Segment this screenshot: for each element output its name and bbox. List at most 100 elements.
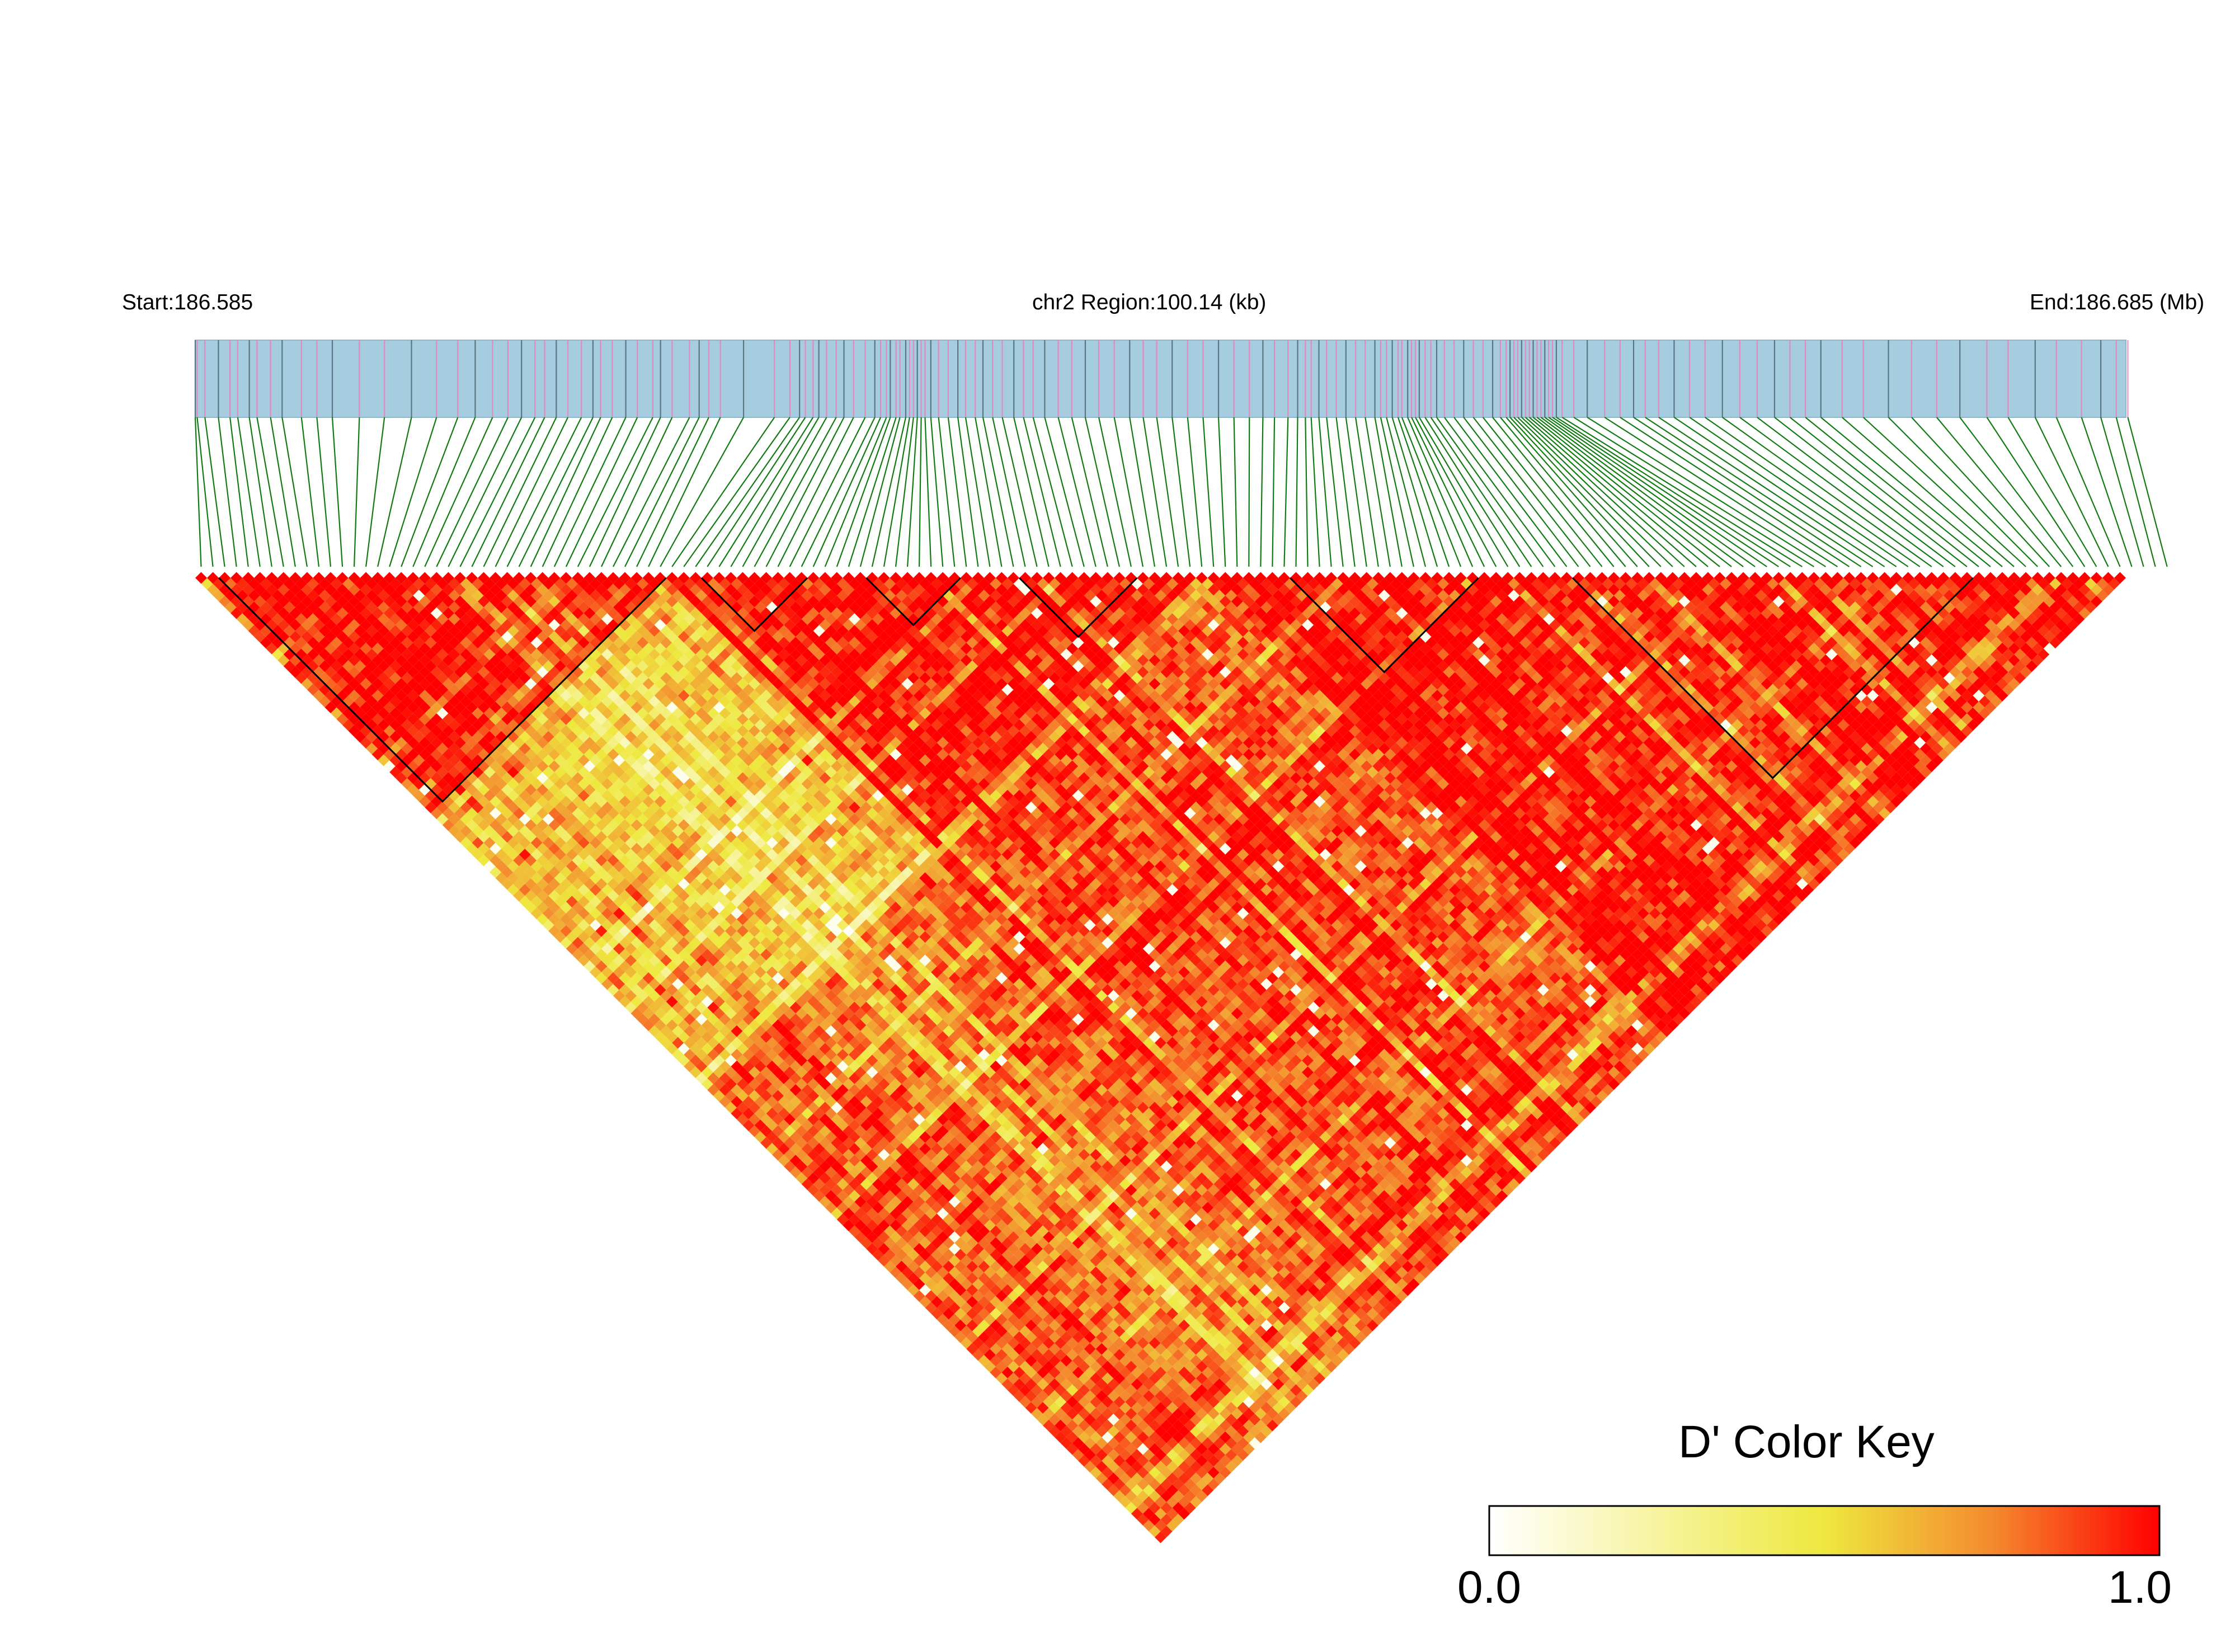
- dprime-cell: [901, 1231, 914, 1243]
- dprime-cell: [978, 1331, 990, 1343]
- dprime-cell: [389, 754, 402, 766]
- dprime-cell: [342, 684, 355, 696]
- snp-connector-line: [1071, 417, 1108, 567]
- dprime-cell: [542, 919, 554, 931]
- dprime-cell: [490, 843, 502, 855]
- dprime-cell: [848, 1225, 860, 1237]
- dprime-cell: [660, 1013, 672, 1025]
- dprime-cell: [436, 766, 449, 778]
- dprime-cell: [707, 1048, 719, 1061]
- dprime-cell: [713, 1055, 725, 1067]
- snp-connector-line: [1673, 417, 1897, 567]
- dprime-cell: [1125, 1478, 1137, 1490]
- snp-connector-line: [1364, 417, 1391, 567]
- dprime-cell: [1119, 1461, 1131, 1473]
- dprime-cell: [371, 749, 384, 761]
- snp-connector-line: [1057, 417, 1097, 567]
- dprime-cell: [919, 1284, 931, 1296]
- dprime-cell: [796, 1172, 808, 1184]
- dprime-cell: [1013, 1343, 1025, 1355]
- dprime-cell: [931, 1296, 943, 1308]
- dprime-cell: [266, 607, 278, 619]
- dprime-cell: [630, 983, 643, 996]
- dprime-cell: [407, 737, 419, 749]
- dprime-cell: [307, 637, 319, 649]
- snp-connector-line: [530, 417, 601, 567]
- snp-connector-line: [459, 417, 536, 567]
- snp-connector-line: [1774, 417, 1968, 567]
- snp-connector-line: [1587, 417, 1826, 567]
- dprime-cell: [413, 789, 425, 802]
- dprime-cell: [836, 1178, 849, 1190]
- region-end-label: End:186.685 (Mb): [2030, 290, 2205, 314]
- dprime-cell: [360, 713, 372, 726]
- snp-connector-line: [1532, 417, 1720, 567]
- snp-connector-line: [883, 417, 910, 567]
- dprime-cell: [1019, 1372, 1032, 1385]
- dprime-cell: [483, 836, 496, 849]
- dprime-cell: [1149, 1513, 1161, 1526]
- dprime-cell: [913, 1278, 925, 1291]
- dprime-cell: [784, 1137, 796, 1149]
- snp-connector-line: [1430, 417, 1532, 567]
- dprime-cell: [1055, 1396, 1067, 1408]
- snp-connector-line: [742, 417, 827, 567]
- snp-connector-line: [1023, 417, 1061, 567]
- dprime-cell: [713, 1043, 725, 1055]
- snp-connector-line: [1645, 417, 1874, 567]
- dprime-cell: [772, 1137, 784, 1149]
- snp-connector-line: [1805, 417, 1991, 567]
- dprime-cell: [625, 954, 637, 967]
- dprime-cell: [760, 1102, 773, 1114]
- dprime-cell: [436, 801, 449, 813]
- dprime-cell: [1060, 1437, 1072, 1449]
- dprime-cell: [548, 913, 561, 925]
- snp-connector-line: [1260, 417, 1264, 567]
- dprime-cell: [236, 590, 248, 602]
- dprime-cell: [1048, 1390, 1061, 1402]
- dprime-cell: [660, 1037, 672, 1049]
- dprime-cell: [277, 630, 290, 643]
- dprime-cell: [931, 1260, 943, 1273]
- region-bar-background: [195, 340, 2126, 418]
- dprime-cell: [1125, 1490, 1137, 1502]
- dprime-cell: [601, 966, 614, 978]
- dprime-cell: [978, 1319, 990, 1331]
- dprime-cell: [931, 1284, 943, 1296]
- dprime-cell: [919, 1272, 931, 1284]
- dprime-cell: [542, 884, 554, 896]
- dprime-cell: [937, 1302, 949, 1314]
- dprime-cell: [525, 866, 537, 878]
- dprime-cell: [801, 1143, 813, 1155]
- dprime-cell: [254, 595, 266, 608]
- snp-connector-line: [331, 417, 344, 567]
- dprime-cell: [1154, 1531, 1167, 1543]
- snp-connector-line: [1401, 417, 1462, 567]
- dprime-cell: [990, 1331, 1002, 1343]
- snp-connector-line: [789, 417, 866, 567]
- dprime-cell: [819, 1149, 831, 1161]
- snp-connector-line: [483, 417, 557, 567]
- dprime-cell: [207, 583, 219, 596]
- dprime-cell: [348, 677, 360, 690]
- dprime-cell: [401, 742, 413, 755]
- dprime-cell: [719, 1060, 731, 1072]
- dprime-cell: [907, 1237, 920, 1249]
- dprime-cell: [572, 901, 584, 914]
- dprime-cell: [577, 907, 590, 920]
- dprime-cell: [890, 1231, 902, 1243]
- dprime-cell: [677, 1019, 690, 1032]
- dprime-cell: [383, 725, 396, 737]
- snp-connector-line: [353, 417, 360, 567]
- dprime-cell: [266, 642, 278, 655]
- dprime-cell: [831, 1184, 843, 1196]
- dprime-cell: [1013, 1378, 1025, 1390]
- snp-connector-line: [1573, 417, 1814, 567]
- dprime-cell: [943, 1307, 955, 1320]
- dprime-cell: [613, 954, 625, 967]
- dprime-cell: [1060, 1401, 1072, 1414]
- dprime-cell: [1095, 1449, 1108, 1461]
- dprime-cell: [883, 1237, 896, 1249]
- snp-connector-line: [229, 417, 249, 567]
- dprime-cell: [1078, 1443, 1090, 1455]
